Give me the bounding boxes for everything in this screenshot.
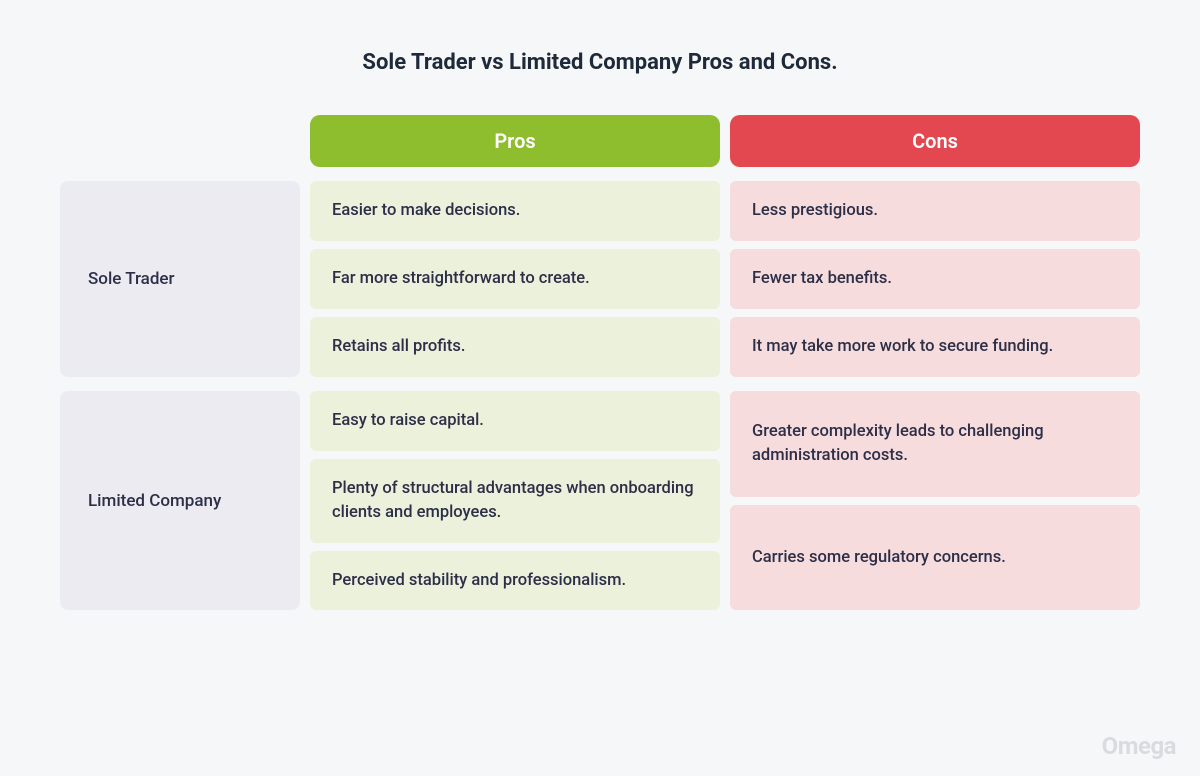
cons-stack: Less prestigious. Fewer tax benefits. It…	[730, 181, 1140, 377]
pros-item: Retains all profits.	[310, 317, 720, 377]
pros-item: Plenty of structural advantages when onb…	[310, 459, 720, 543]
pros-item: Perceived stability and professionalism.	[310, 551, 720, 611]
table-header-row: Pros Cons	[60, 115, 1140, 167]
row-label-limited-company: Limited Company	[60, 391, 300, 611]
header-spacer	[60, 115, 300, 167]
watermark: Omega	[1102, 732, 1176, 760]
pros-stack: Easy to raise capital. Plenty of structu…	[310, 391, 720, 611]
cons-item: Less prestigious.	[730, 181, 1140, 241]
pros-item: Far more straightforward to create.	[310, 249, 720, 309]
row-label-sole-trader: Sole Trader	[60, 181, 300, 377]
pros-item: Easy to raise capital.	[310, 391, 720, 451]
cons-header: Cons	[730, 115, 1140, 167]
cons-stack: Greater complexity leads to challenging …	[730, 391, 1140, 611]
table-row: Sole Trader Easier to make decisions. Fa…	[60, 181, 1140, 377]
cons-item: Fewer tax benefits.	[730, 249, 1140, 309]
pros-header: Pros	[310, 115, 720, 167]
cons-item: Carries some regulatory concerns.	[730, 505, 1140, 611]
cons-item: Greater complexity leads to challenging …	[730, 391, 1140, 497]
pros-item: Easier to make decisions.	[310, 181, 720, 241]
table-row: Limited Company Easy to raise capital. P…	[60, 391, 1140, 611]
pros-stack: Easier to make decisions. Far more strai…	[310, 181, 720, 377]
cons-item: It may take more work to secure funding.	[730, 317, 1140, 377]
comparison-table: Pros Cons Sole Trader Easier to make dec…	[60, 115, 1140, 610]
page-title: Sole Trader vs Limited Company Pros and …	[60, 50, 1140, 75]
